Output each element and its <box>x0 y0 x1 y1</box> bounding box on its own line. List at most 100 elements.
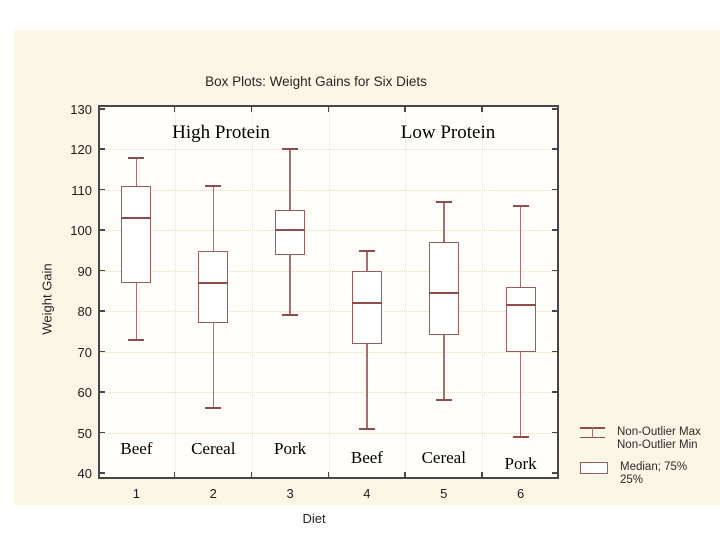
y-tick-right <box>552 108 557 110</box>
x-tick-top <box>481 107 483 112</box>
median-line <box>351 302 382 305</box>
x-tick-top <box>327 107 329 112</box>
median-line <box>428 292 459 295</box>
y-tick-left <box>100 431 105 434</box>
legend-label: Non-Outlier Max Non-Outlier Min <box>617 426 701 452</box>
y-tick-right <box>552 148 557 150</box>
gridline-vertical <box>482 107 484 477</box>
category-label: Cereal <box>421 448 466 467</box>
whisker-cap-max <box>205 184 222 187</box>
y-tick-right <box>552 350 557 353</box>
whisker-cap-min <box>128 338 145 341</box>
x-tick-label: 4 <box>363 486 371 501</box>
y-tick-left <box>100 108 105 110</box>
category-label: Pork <box>504 454 537 473</box>
whisker-cap-max <box>128 156 145 159</box>
iqr-box <box>505 286 536 352</box>
category-label: Beef <box>120 439 153 458</box>
y-tick-left <box>100 229 105 231</box>
legend: Non-Outlier Max Non-Outlier Min Median; 75… <box>580 426 720 496</box>
iqr-box <box>275 210 306 255</box>
x-tick-top <box>173 107 176 112</box>
whisker-cap-max <box>512 205 529 208</box>
x-tick-label: 3 <box>286 486 294 501</box>
chart-title: Box Plots: Weight Gains for Six Diets <box>205 74 427 89</box>
y-tick-label: 100 <box>70 223 92 239</box>
legend-label-line: Median; 75% <box>620 461 688 473</box>
y-tick-left <box>100 188 105 191</box>
y-tick-left <box>100 269 105 272</box>
gridline-vertical <box>328 107 330 477</box>
y-tick-right <box>552 431 557 434</box>
legend-label-line: Non-Outlier Min <box>617 439 698 451</box>
x-tick-label: 6 <box>516 486 525 501</box>
x-tick-label: 2 <box>209 486 217 501</box>
y-tick-left <box>100 148 105 150</box>
y-tick-label: 70 <box>77 344 92 360</box>
legend-label-line: Non-Outlier Max <box>617 426 701 438</box>
y-tick-left <box>100 350 105 353</box>
y-axis-title: Weight Gain <box>39 263 55 335</box>
y-tick-label: 90 <box>77 263 92 279</box>
x-tick-bottom <box>404 472 406 477</box>
whisker-cap-min <box>282 314 299 317</box>
gridline-vertical <box>251 107 253 477</box>
gridline-vertical <box>405 107 407 477</box>
whisker-icon-stem <box>591 427 594 438</box>
x-tick-label: 5 <box>440 486 448 501</box>
iqr-box <box>198 250 229 324</box>
iqr-box <box>121 185 152 283</box>
whisker-cap-min <box>512 435 529 438</box>
y-tick-label: 60 <box>77 385 92 401</box>
x-tick-top <box>250 107 253 112</box>
iqr-box <box>351 270 382 344</box>
chart-panel: Box Plots: Weight Gains for Six Diets We… <box>14 30 720 526</box>
whisker-cap-max <box>435 201 452 204</box>
legend-item: Non-Outlier Max Non-Outlier Min <box>580 426 720 452</box>
x-tick-bottom <box>327 472 329 477</box>
gridline-vertical <box>174 107 176 477</box>
median-line <box>505 304 536 307</box>
y-tick-left <box>100 472 105 474</box>
y-tick-right <box>552 188 557 191</box>
y-tick-label: 80 <box>77 304 92 320</box>
box-icon <box>580 462 608 474</box>
x-tick-bottom <box>481 472 483 477</box>
whisker-icon <box>580 427 605 438</box>
category-label: Beef <box>350 448 383 467</box>
annotation-low-protein: Low Protein <box>400 122 496 143</box>
annotation-high-protein: High Protein <box>172 122 270 143</box>
plot-area: Beef Cereal Pork Beef Cereal Pork <box>98 105 559 479</box>
x-tick-label: 1 <box>132 486 141 501</box>
y-tick-right <box>552 472 557 474</box>
x-tick-top <box>404 107 406 112</box>
y-tick-right <box>552 310 557 312</box>
legend-item: Median; 75% 25% <box>580 461 720 487</box>
x-tick-bottom <box>250 472 253 477</box>
y-tick-label: 50 <box>77 425 92 441</box>
median-line <box>198 281 229 284</box>
whisker-cap-max <box>282 148 299 151</box>
median-line <box>121 217 152 220</box>
y-tick-label: 130 <box>70 102 92 117</box>
category-label: Pork <box>274 439 307 458</box>
median-line <box>275 229 306 232</box>
whisker-cap-min <box>358 427 375 430</box>
x-axis-title: Diet <box>302 511 326 526</box>
whisker-cap-max <box>358 249 375 252</box>
iqr-box <box>428 242 459 336</box>
whisker-cap-min <box>435 399 452 402</box>
legend-label: Median; 75% 25% <box>620 461 687 487</box>
y-tick-right <box>552 391 557 393</box>
legend-label-line: 25% <box>620 474 644 486</box>
y-tick-right <box>552 269 557 272</box>
whisker-cap-min <box>205 407 222 410</box>
y-tick-left <box>100 391 105 393</box>
y-tick-label: 110 <box>71 182 92 198</box>
y-tick-right <box>552 229 557 231</box>
x-tick-bottom <box>173 472 176 477</box>
y-tick-label: 120 <box>70 142 92 158</box>
y-tick-label: 40 <box>77 466 92 481</box>
y-tick-left <box>100 310 105 312</box>
